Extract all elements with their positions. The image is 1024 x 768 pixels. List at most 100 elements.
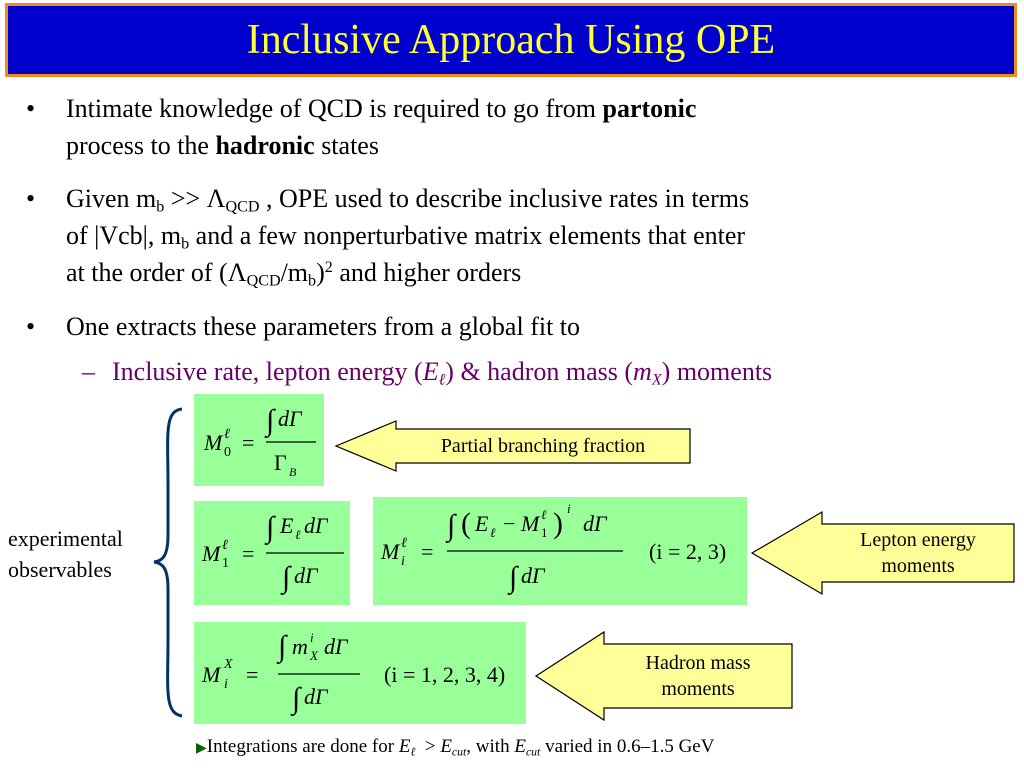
footnote-text-b: , with — [466, 736, 515, 757]
sub-bullet-text-a: Inclusive rate, lepton energy ( — [112, 357, 423, 386]
bullet-2-text-b: >> Λ — [164, 184, 226, 213]
footnote-text-a: Integrations are done for — [206, 736, 399, 757]
eq-m0-sup: ℓ — [224, 427, 230, 442]
sub-bullet-text-b: ) & hadron mass ( — [445, 357, 634, 386]
footnote-E2: E — [440, 736, 452, 757]
eq-mx-dG: dΓ — [324, 634, 349, 659]
eq-m0-M: M — [203, 430, 224, 455]
bullet-1-bold-partonic: partonic — [602, 94, 697, 123]
bullet-2-sub-b: b — [156, 198, 165, 216]
callout-arrow-shape — [334, 420, 691, 472]
eq-mi-int2: ∫ — [507, 561, 519, 596]
eq-mi-sub: i — [401, 554, 405, 569]
sub-bullet-m: m — [633, 357, 652, 386]
eq-mi-sup: ℓ — [401, 536, 407, 551]
eq-mi-minus: − — [503, 511, 515, 536]
callout-lepton-line-2: moments — [881, 555, 955, 577]
eq-m1-E-sub: ℓ — [295, 527, 301, 542]
eq-mi-pow: i — [567, 501, 571, 516]
sub-bullet-ell: ℓ — [438, 371, 446, 389]
eq-m1-E: E — [279, 513, 294, 538]
eq-m1-num: dΓ — [304, 513, 329, 538]
footnote-gt: > — [415, 736, 441, 757]
eq-m1-sub: 1 — [222, 556, 229, 571]
sub-bullet-E: E — [422, 357, 439, 386]
equation-m0: M ℓ 0 = ∫ dΓ Γ B — [194, 394, 324, 486]
eq-m1-int: ∫ — [264, 511, 276, 546]
footnote-E1: E — [398, 736, 411, 757]
eq-m1-sup: ℓ — [222, 538, 228, 553]
eq-mx-m-sub: X — [309, 648, 319, 663]
bullet-marker: • — [26, 312, 36, 341]
eq-m0-den: Γ — [274, 450, 287, 475]
eq-mx-m: m — [292, 634, 308, 659]
callout-arrow-shape — [534, 630, 793, 722]
footnote-E1-sub: ℓ — [410, 745, 416, 759]
footnote-text-c: varied in 0.6–1.5 GeV — [540, 736, 715, 757]
eq-m1-den: dΓ — [294, 563, 319, 588]
eq-mi-int: ∫ — [445, 509, 457, 544]
equation-mi-lepton: M ℓ i = ∫ ( E ℓ − M ℓ 1 ) i dΓ ∫ dΓ (i =… — [373, 497, 747, 605]
footnote-E2-sub: cut — [451, 745, 467, 759]
bullet-2-text-h: ) — [316, 258, 325, 287]
sub-bullet-X: X — [651, 371, 662, 389]
bullet-2-sub-b2: b — [181, 235, 190, 253]
eq-mi-M1: M — [520, 511, 541, 536]
eq-mi-den: dΓ — [521, 563, 546, 588]
bullet-1-text-c: states — [314, 131, 379, 160]
eq-mx-sup: X — [223, 657, 233, 672]
bullet-2-text-a: Given m — [66, 184, 157, 213]
play-arrow-icon: ▶ — [196, 741, 207, 756]
curly-brace — [153, 407, 183, 718]
sub-bullet-text-c: ) moments — [661, 357, 773, 386]
bullet-1-bold-hadronic: hadronic — [215, 131, 315, 160]
callout-hadron-line-1: Hadron mass — [645, 652, 751, 674]
eq-mx-range: (i = 1, 2, 3, 4) — [384, 662, 505, 687]
eq-mx-m-sup: i — [310, 630, 314, 645]
sub-bullet-text: Inclusive rate, lepton energy (Eℓ) & had… — [112, 357, 773, 389]
sub-bullet-marker: – — [82, 357, 95, 386]
bullet-2-text-g: /m — [280, 258, 309, 287]
bullet-2-text-i: and higher orders — [332, 258, 522, 287]
eq-m0-eq: = — [242, 430, 254, 455]
bullet-marker: • — [26, 94, 36, 123]
bullet-marker: • — [26, 184, 36, 213]
callout-hadron-label: Hadron mass moments — [604, 650, 792, 702]
bullet-2-text-d: of |Vcb|, m — [66, 221, 182, 250]
side-label-line-2: observables — [8, 557, 112, 582]
callout-hadron-line-2: moments — [661, 678, 735, 700]
bullet-2-sub-qcd: QCD — [225, 198, 260, 216]
eq-mx-den: dΓ — [304, 684, 329, 709]
callout-lepton-energy: Lepton energy moments — [750, 510, 1016, 596]
eq-mi-lp: ( — [461, 507, 471, 540]
title-bar: Inclusive Approach Using OPE — [5, 3, 1017, 77]
callout-lepton-line-1: Lepton energy — [860, 529, 976, 551]
eq-mi-M1-sub: 1 — [541, 525, 548, 540]
eq-mx-eq: = — [246, 662, 258, 687]
eq-mi-E: E — [474, 511, 489, 536]
side-label-line-1: experimental — [8, 526, 123, 551]
bullet-1-text-a: Intimate knowledge of QCD is required to… — [66, 94, 603, 123]
callout-partial-branching: Partial branching fraction — [334, 419, 694, 473]
footnote-E3-sub: cut — [525, 745, 541, 759]
bullet-2-sub-b3: b — [308, 272, 317, 290]
eq-m1-M: M — [201, 541, 222, 566]
bullet-3-text: One extracts these parameters from a glo… — [66, 312, 581, 341]
eq-m0-int: ∫ — [264, 404, 276, 439]
callout-arrow-shape — [750, 510, 1015, 596]
eq-mx-M: M — [201, 662, 222, 687]
eq-mx-int2: ∫ — [290, 682, 302, 717]
eq-m0-num: dΓ — [278, 406, 303, 431]
eq-mi-M1-sup: ℓ — [541, 507, 547, 522]
eq-mx-sub: i — [224, 677, 228, 692]
slide-title: Inclusive Approach Using OPE — [246, 17, 776, 63]
bullet-2-text: Given mb >> ΛQCD , OPE used to describe … — [66, 180, 1001, 291]
bullet-2-text-e: and a few nonperturbative matrix element… — [189, 221, 746, 250]
bullet-2-text-f: at the order of (Λ — [66, 258, 247, 287]
callout-partial-label: Partial branching fraction — [440, 435, 646, 457]
eq-mi-range: (i = 2, 3) — [649, 539, 726, 564]
eq-mi-M: M — [380, 539, 401, 564]
eq-mx-int: ∫ — [276, 630, 288, 665]
footnote-E3: E — [514, 736, 526, 757]
bullet-2-sub-qcd2: QCD — [246, 272, 281, 290]
